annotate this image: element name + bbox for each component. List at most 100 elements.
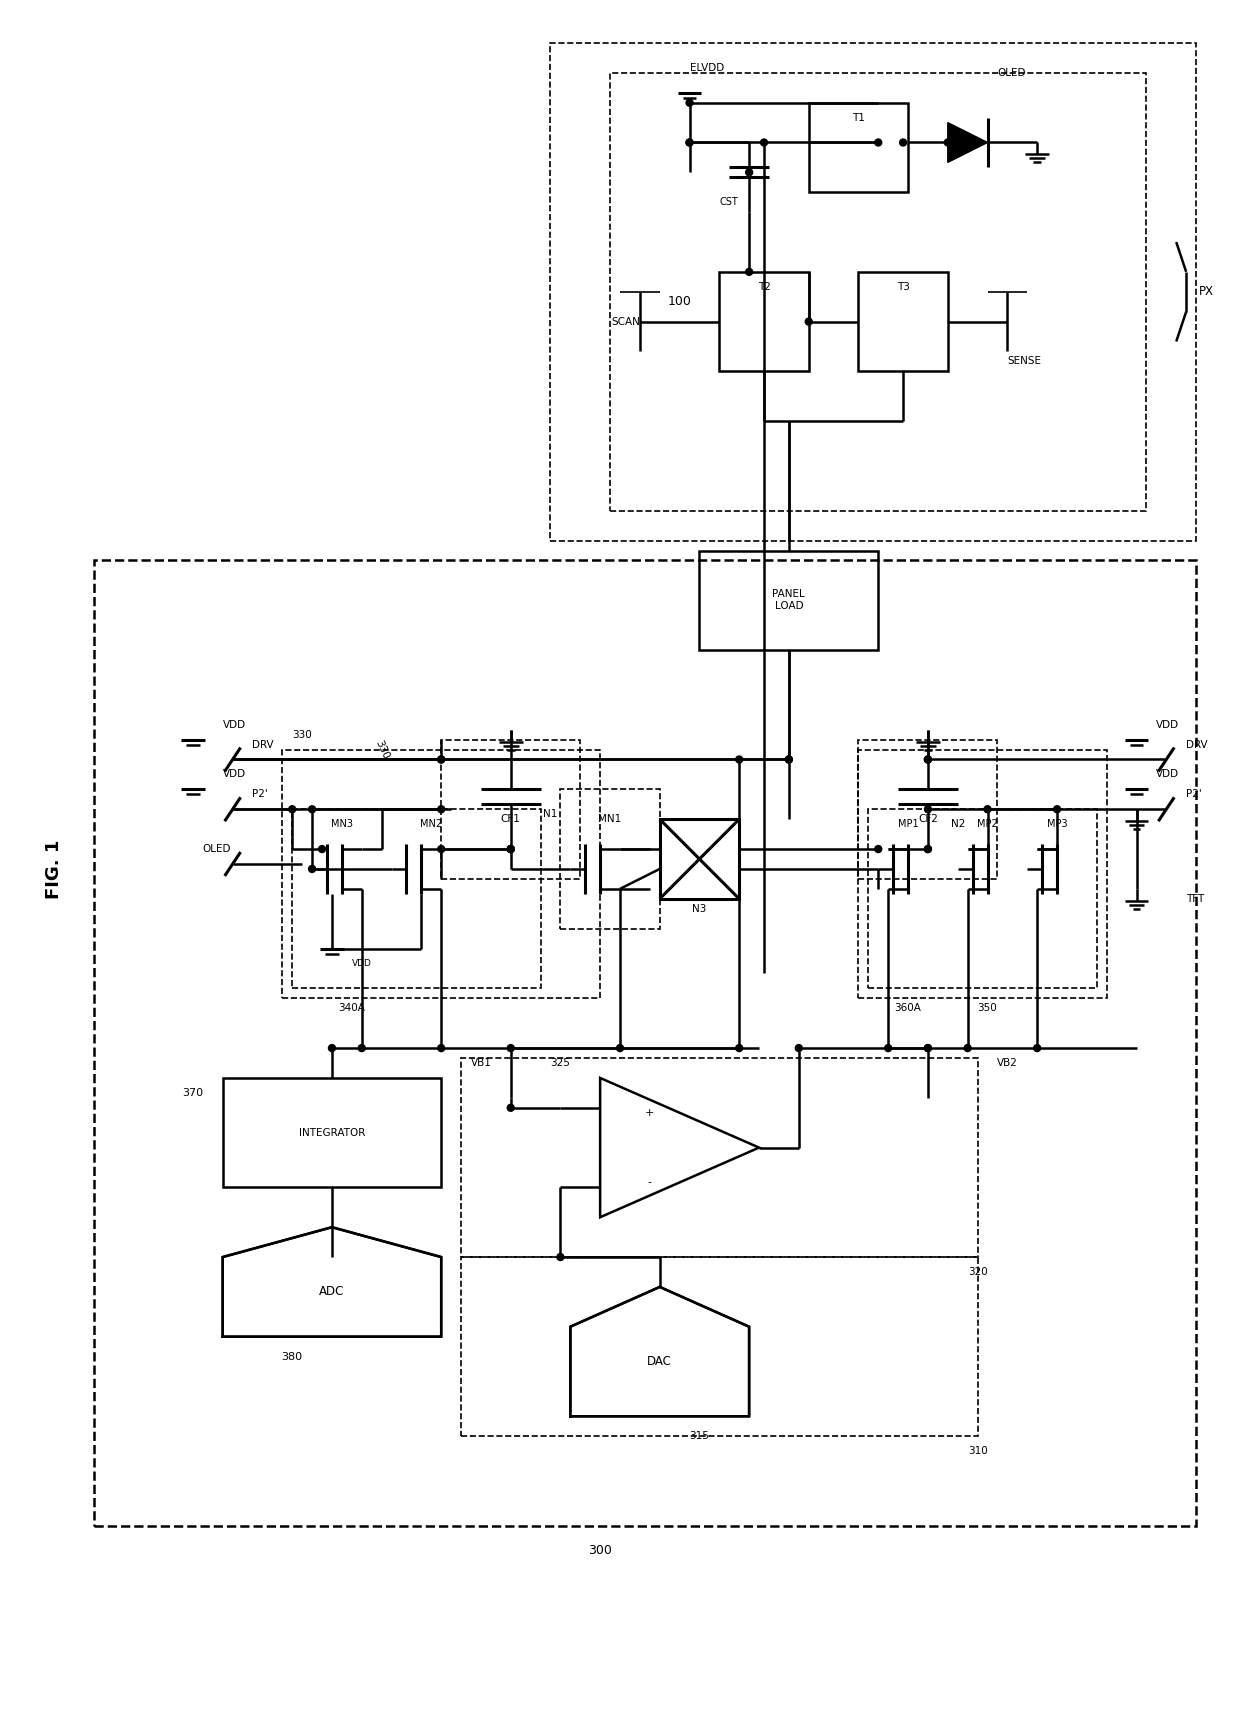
Text: MP2: MP2: [977, 820, 998, 829]
Text: -: -: [647, 1178, 652, 1188]
Circle shape: [735, 1045, 743, 1052]
Bar: [551, 43, 1197, 540]
Text: 310: 310: [967, 1446, 987, 1456]
Circle shape: [507, 846, 515, 853]
Text: T2: T2: [758, 282, 770, 292]
Circle shape: [438, 846, 445, 853]
Bar: [461, 1057, 977, 1257]
Text: ELVDD: ELVDD: [689, 64, 724, 72]
Circle shape: [438, 1045, 445, 1052]
Text: MN3: MN3: [331, 820, 353, 829]
Text: MN1: MN1: [599, 815, 621, 823]
Text: OLED: OLED: [997, 67, 1025, 77]
Circle shape: [925, 846, 931, 853]
Text: 100: 100: [667, 296, 692, 308]
Text: VDD: VDD: [1157, 770, 1179, 779]
Text: VB2: VB2: [997, 1057, 1018, 1067]
Bar: [660, 820, 739, 899]
Circle shape: [686, 139, 693, 146]
Text: CF2: CF2: [918, 815, 937, 823]
Circle shape: [899, 139, 906, 146]
Circle shape: [438, 806, 445, 813]
Bar: [560, 789, 660, 928]
Text: 300: 300: [588, 1544, 613, 1557]
Circle shape: [745, 268, 753, 275]
Text: 350: 350: [977, 1004, 997, 1012]
Text: DRV: DRV: [253, 739, 274, 749]
Text: +: +: [645, 1107, 655, 1117]
Bar: [858, 749, 1107, 999]
Text: VDD: VDD: [352, 959, 372, 968]
Text: INTEGRATOR: INTEGRATOR: [299, 1128, 365, 1138]
Circle shape: [309, 806, 315, 813]
Circle shape: [329, 1045, 336, 1052]
Text: MN2: MN2: [420, 820, 443, 829]
Text: 330: 330: [293, 729, 312, 739]
Circle shape: [686, 100, 693, 107]
Text: 315: 315: [689, 1432, 709, 1441]
Bar: [461, 1257, 977, 1435]
Text: N2: N2: [951, 820, 965, 829]
Circle shape: [557, 1253, 564, 1260]
Polygon shape: [947, 122, 987, 162]
Circle shape: [925, 756, 931, 763]
Text: N1: N1: [543, 810, 558, 820]
Circle shape: [319, 846, 325, 853]
Text: 325: 325: [551, 1057, 570, 1067]
Circle shape: [945, 139, 951, 146]
Text: ADC: ADC: [319, 1286, 345, 1298]
Bar: [858, 739, 997, 878]
Text: FIG. 1: FIG. 1: [45, 839, 63, 899]
Text: P2': P2': [253, 789, 268, 799]
Circle shape: [874, 846, 882, 853]
Circle shape: [965, 1045, 971, 1052]
Circle shape: [925, 1045, 931, 1052]
Text: CF1: CF1: [501, 815, 521, 823]
Text: PX: PX: [1199, 285, 1214, 299]
Circle shape: [760, 139, 768, 146]
Bar: [868, 810, 1096, 988]
Circle shape: [507, 1104, 515, 1110]
Text: CST: CST: [720, 198, 739, 208]
Text: 360A: 360A: [894, 1004, 921, 1012]
Bar: [719, 272, 808, 371]
Bar: [293, 810, 541, 988]
Circle shape: [438, 756, 445, 763]
Text: N3: N3: [692, 904, 707, 915]
Circle shape: [686, 139, 693, 146]
Circle shape: [358, 1045, 366, 1052]
Text: 380: 380: [281, 1351, 303, 1361]
Circle shape: [289, 806, 295, 813]
Circle shape: [438, 756, 445, 763]
Bar: [808, 103, 908, 193]
Circle shape: [925, 846, 931, 853]
Circle shape: [1054, 806, 1060, 813]
Circle shape: [507, 1045, 515, 1052]
Circle shape: [805, 318, 812, 325]
Text: TFT: TFT: [1187, 894, 1204, 904]
Bar: [441, 739, 580, 878]
Circle shape: [735, 756, 743, 763]
Text: OLED: OLED: [203, 844, 232, 854]
Bar: [610, 72, 1147, 511]
Text: SENSE: SENSE: [1007, 356, 1042, 366]
Text: VB1: VB1: [470, 1057, 491, 1067]
Text: SCAN: SCAN: [611, 316, 640, 327]
Text: VDD: VDD: [223, 720, 246, 729]
Text: P2': P2': [1187, 789, 1202, 799]
Circle shape: [507, 846, 515, 853]
Circle shape: [785, 756, 792, 763]
Text: 330: 330: [373, 739, 391, 760]
Text: PANEL
LOAD: PANEL LOAD: [773, 590, 805, 610]
Bar: [93, 560, 1197, 1526]
Text: MP1: MP1: [898, 820, 919, 829]
Text: DRV: DRV: [1187, 739, 1208, 749]
Circle shape: [309, 865, 315, 873]
Bar: [699, 550, 878, 650]
Text: 370: 370: [182, 1088, 203, 1098]
Bar: [223, 1078, 441, 1188]
Circle shape: [884, 1045, 892, 1052]
Text: MP3: MP3: [1047, 820, 1068, 829]
Circle shape: [785, 756, 792, 763]
Circle shape: [874, 139, 882, 146]
